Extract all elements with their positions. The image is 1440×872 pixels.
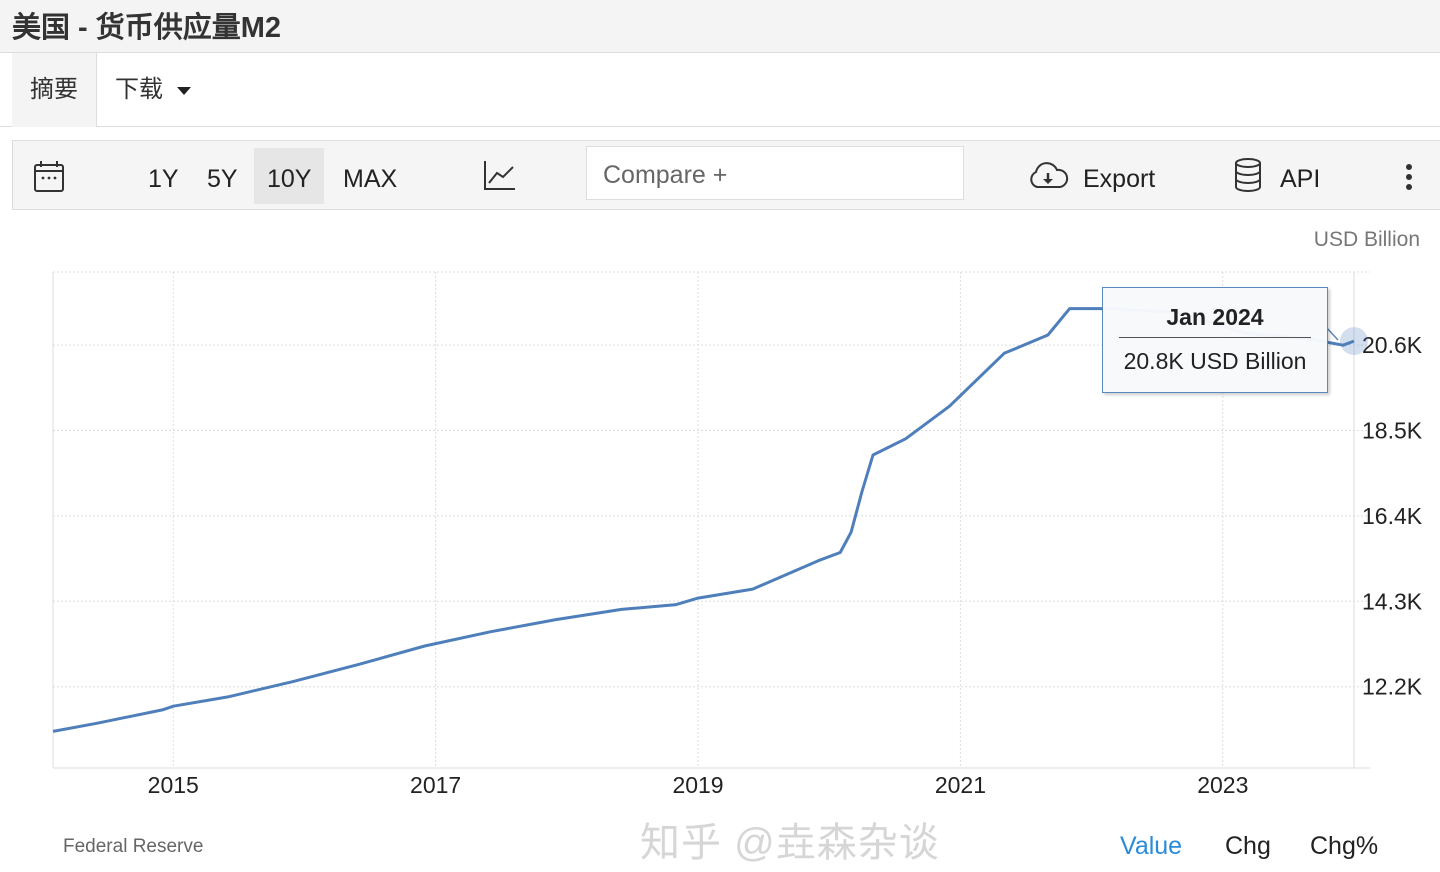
data-source: Federal Reserve — [63, 836, 204, 857]
unit-label: USD Billion — [1313, 228, 1420, 251]
calendar-icon[interactable] — [33, 159, 65, 193]
y-tick-label: 16.4K — [1362, 503, 1423, 529]
cloud-download-icon[interactable] — [1027, 161, 1069, 191]
tooltip-value: 20.8K USD Billion — [1123, 348, 1307, 374]
range-max[interactable]: MAX — [343, 165, 398, 193]
x-tick-label: 2017 — [410, 772, 461, 798]
watermark: 知乎 @垚森杂谈 — [640, 821, 940, 865]
range-1y[interactable]: 1Y — [148, 165, 179, 193]
y-tick-label: 12.2K — [1362, 674, 1423, 700]
caret-down-icon — [177, 86, 191, 95]
range-5y[interactable]: 5Y — [207, 165, 238, 193]
database-icon[interactable] — [1233, 157, 1263, 193]
compare-input[interactable]: Compare + — [586, 146, 964, 200]
tab-bar: 摘要 下载 — [0, 53, 1440, 127]
range-10y[interactable]: 10Y — [254, 148, 325, 204]
y-tick-label: 20.6K — [1362, 332, 1423, 358]
tooltip-pointer — [1325, 326, 1339, 341]
tab-download-label: 下载 — [115, 76, 163, 103]
line-chart-icon[interactable] — [483, 159, 517, 191]
view-value-button[interactable]: Value — [1120, 832, 1183, 860]
x-tick-label: 2023 — [1197, 772, 1248, 798]
tab-summary[interactable]: 摘要 — [12, 53, 97, 127]
tab-download[interactable]: 下载 — [115, 53, 191, 126]
x-tick-label: 2015 — [148, 772, 199, 798]
title-bar: 美国 - 货币供应量M2 — [0, 0, 1440, 53]
export-button[interactable]: Export — [1083, 165, 1156, 193]
view-chgpct-button[interactable]: Chg% — [1310, 832, 1379, 860]
x-tick-label: 2019 — [672, 772, 723, 798]
hover-point-marker — [1340, 327, 1368, 356]
page-title: 美国 - 货币供应量M2 — [12, 12, 282, 44]
chart-toolbar: 1Y 5Y 10Y MAX Compare + Export API — [12, 140, 1440, 210]
chart-tooltip: Jan 2024 20.8K USD Billion — [1102, 287, 1328, 393]
view-chg-button[interactable]: Chg — [1225, 832, 1271, 860]
api-button[interactable]: API — [1280, 165, 1321, 193]
y-tick-label: 14.3K — [1362, 588, 1423, 614]
x-tick-label: 2021 — [935, 772, 986, 798]
more-vertical-icon[interactable] — [1403, 163, 1415, 191]
tooltip-date: Jan 2024 — [1119, 304, 1311, 338]
y-tick-label: 18.5K — [1362, 418, 1423, 444]
